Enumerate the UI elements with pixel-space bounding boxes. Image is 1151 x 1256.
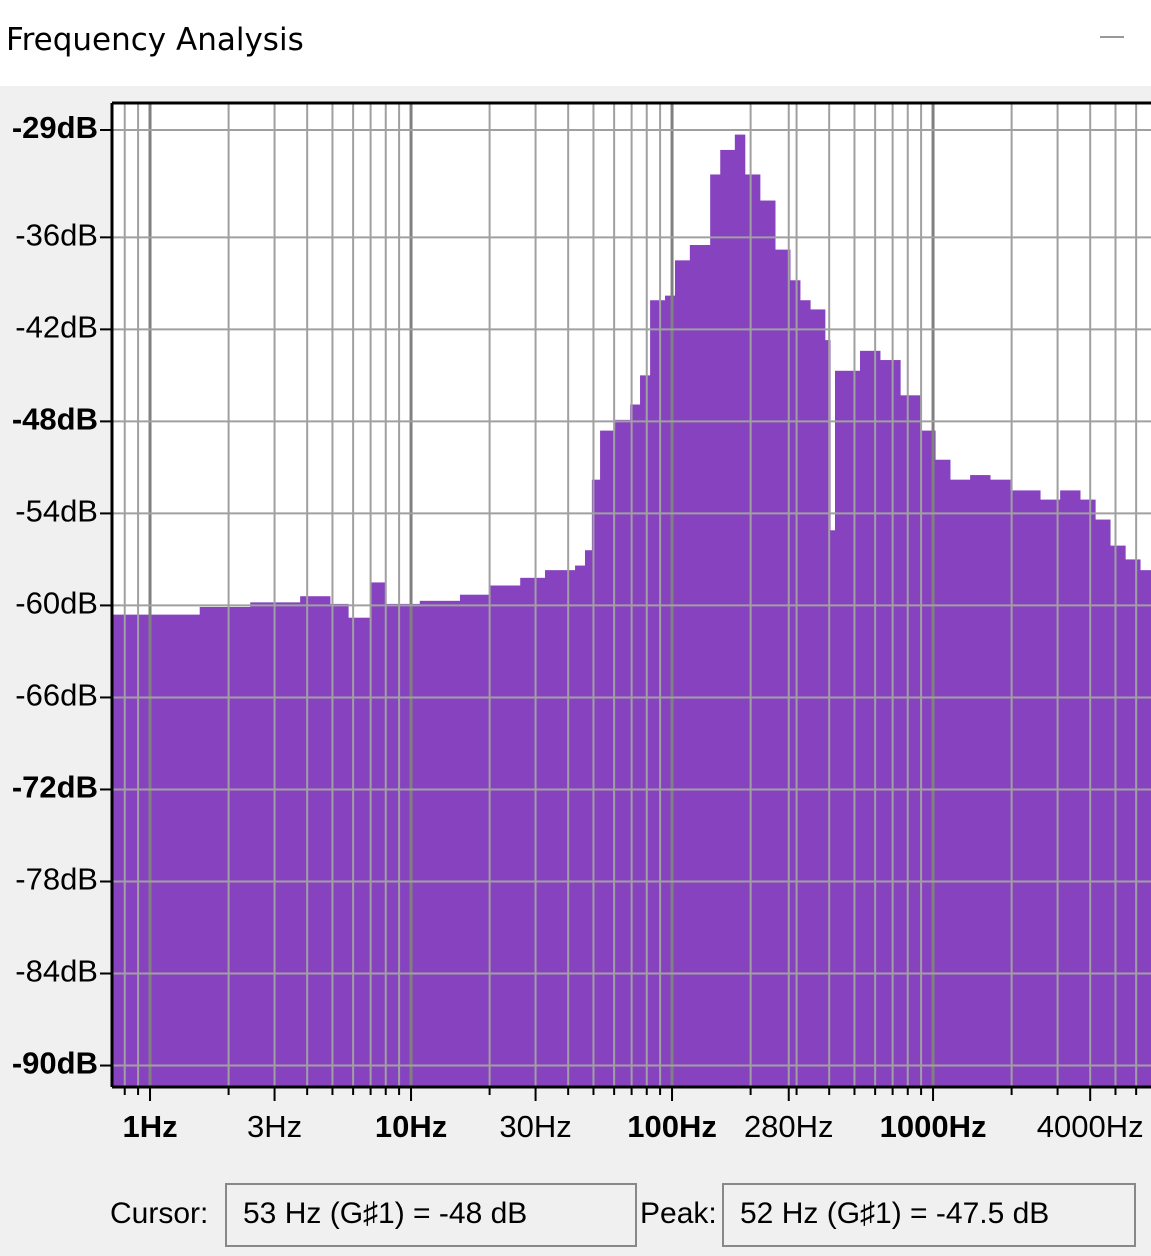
spectrum-bar <box>575 565 586 1087</box>
y-tick-label: -90dB <box>12 1046 98 1081</box>
spectrum-bar <box>949 479 971 1087</box>
peak-field[interactable]: 52 Hz (G♯1) = -47.5 dB <box>722 1183 1136 1247</box>
spectrum-bar <box>970 475 991 1087</box>
spectrum-bar <box>600 430 616 1087</box>
x-tick-label: 1000Hz <box>880 1109 987 1144</box>
y-tick-label: -42dB <box>15 310 98 345</box>
spectrum-bar <box>935 459 951 1087</box>
window-title: Frequency Analysis <box>6 22 304 58</box>
spectrum-bar <box>799 300 811 1087</box>
spectrum-bar <box>830 530 836 1087</box>
spectrum-bar <box>860 350 881 1087</box>
spectrum-bar <box>710 174 721 1088</box>
y-tick-label: -72dB <box>12 770 98 805</box>
spectrum-bar <box>150 614 201 1087</box>
y-tick-label: -36dB <box>15 218 98 253</box>
spectrum-bar <box>789 280 801 1087</box>
spectrum-bar <box>544 570 576 1087</box>
spectrum-bar <box>1079 499 1096 1088</box>
y-tick-label: -54dB <box>15 494 98 529</box>
spectrum-bar <box>1125 559 1141 1087</box>
spectrum-bar <box>419 600 461 1087</box>
x-tick-label: 30Hz <box>499 1109 571 1144</box>
y-tick-label: -60dB <box>15 586 98 621</box>
spectrum-bar <box>734 134 746 1088</box>
spectrum-bar <box>1140 570 1151 1087</box>
y-tick-label: -84dB <box>15 954 98 989</box>
cursor-field[interactable]: 53 Hz (G♯1) = -48 dB <box>225 1183 637 1247</box>
spectrum-bar <box>640 375 651 1088</box>
spectrum-bar <box>329 603 349 1087</box>
spectrum-bar <box>990 479 1011 1087</box>
spectrum-bar <box>774 249 791 1087</box>
minimize-button[interactable] <box>1100 36 1124 38</box>
spectrum-bar <box>112 614 151 1087</box>
x-tick-label: 100Hz <box>627 1109 717 1144</box>
spectrum-bar <box>520 577 546 1087</box>
x-tick-label: 3Hz <box>247 1109 302 1144</box>
spectrum-bar <box>650 300 666 1087</box>
spectrum-bar <box>584 550 593 1087</box>
spectrum-bar <box>630 404 641 1088</box>
spectrum-chart: 1Hz 3Hz 10Hz 30Hz 100Hz 280Hz 1000Hz 4000Hz -29d… <box>12 101 1151 1144</box>
spectrum-bar <box>348 617 371 1087</box>
spectrum-bar <box>199 606 251 1087</box>
x-tick-label: 4000Hz <box>1037 1109 1144 1144</box>
x-tick-label: 280Hz <box>744 1109 834 1144</box>
spectrum-bar <box>490 585 521 1087</box>
spectrum-bar <box>900 395 921 1087</box>
x-tick-label: 10Hz <box>375 1109 447 1144</box>
spectrum-bar <box>834 370 861 1087</box>
spectrum-bar <box>591 479 601 1087</box>
spectrum-bar <box>369 582 386 1087</box>
spectrum-bar <box>459 594 491 1087</box>
spectrum-bar <box>1040 499 1061 1088</box>
x-tick-label: 1Hz <box>122 1109 177 1144</box>
spectrum-bar <box>615 419 631 1087</box>
title-bar: Frequency Analysis <box>0 0 1151 86</box>
spectrum-bar <box>720 149 736 1087</box>
spectrum-bar <box>879 360 901 1088</box>
spectrum-bar <box>744 174 761 1088</box>
y-tick-label: -29dB <box>12 110 98 145</box>
spectrum-bar <box>665 295 676 1087</box>
y-tick-label: -48dB <box>12 402 98 437</box>
spectrum-bar <box>1110 545 1126 1087</box>
spectrum-bar <box>674 260 691 1087</box>
cursor-label: Cursor: <box>110 1197 209 1230</box>
spectrum-bar <box>759 200 776 1087</box>
y-tick-label: -66dB <box>15 678 98 713</box>
peak-label: Peak: <box>640 1197 717 1230</box>
spectrum-bar <box>689 245 711 1087</box>
spectrum-bar <box>385 603 421 1087</box>
spectrum-bar <box>300 596 331 1087</box>
spectrum-bar <box>1095 519 1111 1087</box>
spectrum-bar <box>824 340 831 1087</box>
y-tick-label: -78dB <box>15 862 98 897</box>
